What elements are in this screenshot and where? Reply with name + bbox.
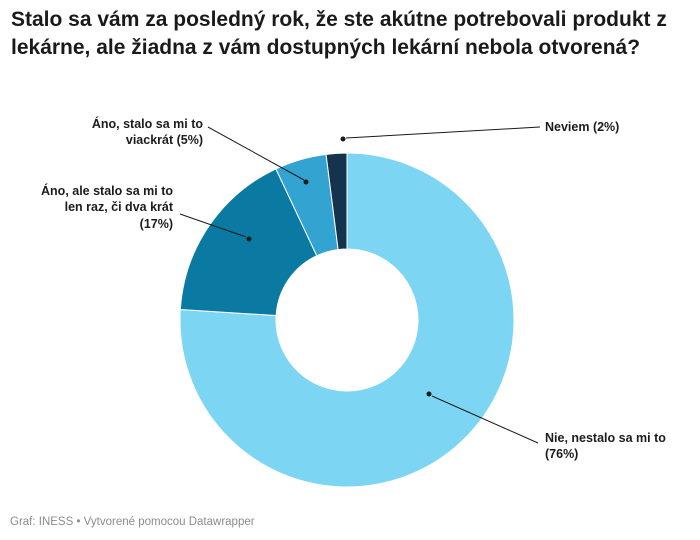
donut-slices xyxy=(179,152,515,488)
leader-dot-nie xyxy=(426,391,432,397)
attribution-text: Graf: INESS • Vytvorené pomocou Datawrap… xyxy=(10,516,255,528)
slice-label-line: (17%) xyxy=(139,216,173,231)
slice-label-neviem: Neviem (2%) xyxy=(545,119,619,135)
slice-label-nie: Nie, nestalo sa mi to (76%) xyxy=(545,430,666,463)
leader-dot-raz xyxy=(246,236,252,242)
donut-slice-0 xyxy=(179,152,515,488)
slice-label-line: Áno, ale stalo sa mi to xyxy=(41,184,173,198)
chart-title: Stalo sa vám za posledný rok, že ste akú… xyxy=(11,8,667,59)
slice-label-line: Áno, stalo sa mi to xyxy=(91,117,203,131)
leader-line-viackrat xyxy=(207,126,305,181)
slice-label-line: (76%) xyxy=(545,447,579,462)
leader-line-raz xyxy=(179,213,247,238)
slice-label-viackrat: Áno, stalo sa mi to viackrát (5%) xyxy=(92,116,203,149)
leader-lines xyxy=(179,126,541,444)
donut-slice-3 xyxy=(325,152,348,251)
slice-label-raz: Áno, ale stalo sa mi to len raz, či dva … xyxy=(41,183,173,232)
leader-line-neviem xyxy=(345,126,541,139)
leader-dot-viackrat xyxy=(303,179,309,185)
donut-slice-1 xyxy=(179,168,318,317)
slice-label-line: Nie, nestalo sa mi to xyxy=(545,431,666,445)
slice-label-line: viackrát (5%) xyxy=(125,133,203,148)
leader-line-nie xyxy=(431,395,539,444)
slice-label-line: len raz, či dva krát xyxy=(64,200,173,215)
leader-dot-neviem xyxy=(340,136,346,142)
slice-label-line: Neviem (2%) xyxy=(545,120,620,134)
